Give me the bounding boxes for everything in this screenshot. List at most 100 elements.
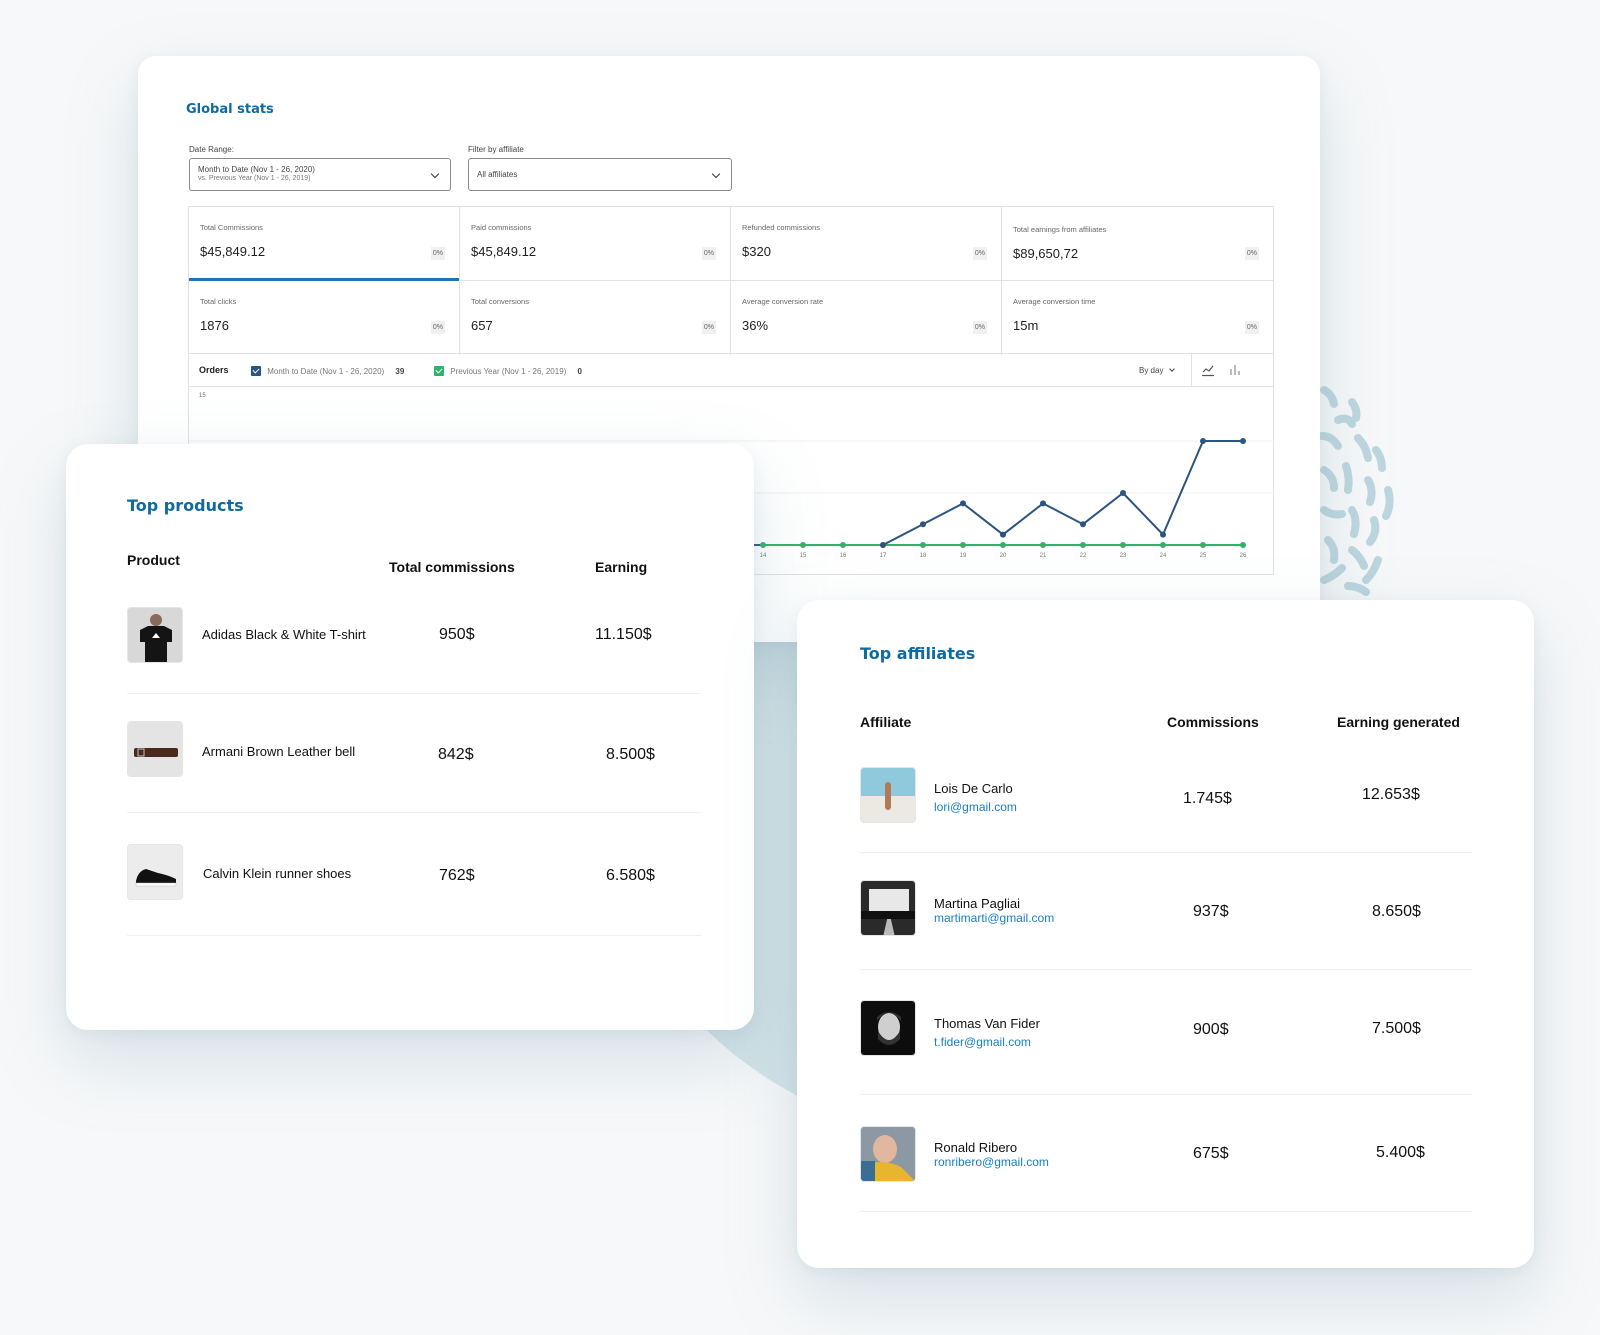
chevron-down-icon xyxy=(711,169,721,179)
stat-total-earnings[interactable]: Total earnings from affiliates $89,650,7… xyxy=(1002,207,1273,281)
avatar xyxy=(860,1000,916,1056)
svg-text:17: 17 xyxy=(880,553,887,559)
stat-label: Total clicks xyxy=(200,297,237,306)
column-header-commissions: Commissions xyxy=(1167,714,1259,730)
stat-label: Paid commissions xyxy=(471,223,532,232)
top-products-card: Top products Product Total commissions E… xyxy=(66,444,754,1030)
product-earning: 11.150$ xyxy=(595,626,652,643)
series2-total: 0 xyxy=(577,367,582,376)
product-name: Calvin Klein runner shoes xyxy=(203,866,352,881)
svg-text:20: 20 xyxy=(1000,553,1007,559)
stats-grid: Total Commissions $45,849.12 0% Paid com… xyxy=(188,206,1274,355)
stat-change-badge: 0% xyxy=(430,321,445,334)
affiliate-name: Martina Pagliai xyxy=(934,896,1020,911)
line-chart-icon[interactable] xyxy=(1201,363,1215,377)
legend-series2[interactable]: Previous Year (Nov 1 - 26, 2019) 0 xyxy=(434,366,582,376)
row-divider xyxy=(860,852,1472,853)
chart-header: Orders Month to Date (Nov 1 - 26, 2020) … xyxy=(188,354,1274,387)
product-thumbnail-tshirt xyxy=(127,607,183,663)
stat-refunded-commissions[interactable]: Refunded commissions $320 0% xyxy=(731,207,1002,281)
product-earning: 8.500$ xyxy=(606,746,655,763)
stat-total-conversions[interactable]: Total conversions 657 0% xyxy=(460,281,731,355)
affiliate-name: Thomas Van Fider xyxy=(934,1016,1040,1031)
decorative-pattern xyxy=(1318,386,1394,596)
column-header-earning: Earning xyxy=(595,559,648,575)
legend-series1[interactable]: Month to Date (Nov 1 - 26, 2020) 39 xyxy=(251,366,404,376)
affiliate-email-link[interactable]: ronribero@gmail.com xyxy=(934,1155,1049,1169)
row-divider xyxy=(860,1211,1472,1212)
product-commissions: 842$ xyxy=(438,746,474,763)
affiliate-earning: 7.500$ xyxy=(1372,1020,1421,1037)
checkbox-checked-icon[interactable] xyxy=(434,366,444,376)
product-name: Adidas Black & White T-shirt xyxy=(202,627,366,642)
svg-text:25: 25 xyxy=(1200,553,1207,559)
stat-change-badge: 0% xyxy=(972,321,987,334)
stat-value: $89,650,72 xyxy=(1013,246,1079,261)
row-divider xyxy=(127,935,701,936)
svg-text:23: 23 xyxy=(1120,553,1127,559)
svg-text:24: 24 xyxy=(1160,553,1167,559)
affiliate-filter-select[interactable]: All affiliates xyxy=(468,158,732,191)
date-range-compare: vs. Previous Year (Nov 1 - 26, 2019) xyxy=(198,175,311,182)
stat-value: 657 xyxy=(471,318,493,333)
checkbox-checked-icon[interactable] xyxy=(251,366,261,376)
stat-label: Total earnings from affiliates xyxy=(1013,225,1107,234)
affiliate-earning: 5.400$ xyxy=(1376,1144,1425,1161)
affiliate-email-link[interactable]: t.fider@gmail.com xyxy=(934,1035,1031,1049)
column-header-affiliate: Affiliate xyxy=(860,714,912,730)
date-range-select[interactable]: Month to Date (Nov 1 - 26, 2020) vs. Pre… xyxy=(189,158,451,191)
bar-chart-icon[interactable] xyxy=(1227,363,1241,377)
avatar xyxy=(860,767,916,823)
product-thumbnail-belt xyxy=(127,721,183,777)
svg-text:14: 14 xyxy=(760,553,767,559)
row-divider xyxy=(127,693,701,694)
top-products-title: Top products xyxy=(127,496,244,515)
product-name: Armani Brown Leather bell xyxy=(202,744,356,759)
avatar xyxy=(860,880,916,936)
svg-text:22: 22 xyxy=(1080,553,1087,559)
stat-total-clicks[interactable]: Total clicks 1876 0% xyxy=(189,281,460,355)
product-thumbnail-shoe xyxy=(127,844,183,900)
stat-total-commissions[interactable]: Total Commissions $45,849.12 0% xyxy=(189,207,460,281)
stat-value: $320 xyxy=(742,244,771,259)
affiliate-commissions: 937$ xyxy=(1193,903,1229,920)
column-header-product: Product xyxy=(127,552,180,568)
affiliate-email-link[interactable]: lori@gmail.com xyxy=(934,800,1017,814)
affiliate-commissions: 675$ xyxy=(1193,1145,1229,1162)
date-range-value: Month to Date (Nov 1 - 26, 2020) xyxy=(198,165,315,174)
affiliate-commissions: 1.745$ xyxy=(1183,790,1232,807)
svg-text:19: 19 xyxy=(960,553,967,559)
row-divider xyxy=(127,812,701,813)
stat-paid-commissions[interactable]: Paid commissions $45,849.12 0% xyxy=(460,207,731,281)
column-header-total-commissions: Total commissions xyxy=(389,559,515,575)
top-affiliates-title: Top affiliates xyxy=(860,644,976,663)
svg-text:21: 21 xyxy=(1040,553,1047,559)
affiliate-filter-label: Filter by affiliate xyxy=(468,145,524,154)
interval-select[interactable]: By day xyxy=(1139,366,1175,375)
affiliate-email-link[interactable]: martimarti@gmail.com xyxy=(934,911,1055,925)
stat-average-conversion-time[interactable]: Average conversion time 15m 0% xyxy=(1002,281,1273,355)
stat-label: Average conversion rate xyxy=(742,297,824,306)
stat-change-badge: 0% xyxy=(1244,247,1259,260)
stat-value: 15m xyxy=(1013,318,1039,333)
top-affiliates-card: Top affiliates Affiliate Commissions Ear… xyxy=(797,600,1534,1268)
row-divider xyxy=(860,969,1472,970)
stat-change-badge: 0% xyxy=(701,321,716,334)
svg-text:15: 15 xyxy=(199,393,206,399)
affiliate-name: Lois De Carlo xyxy=(934,781,1013,796)
affiliate-earning: 8.650$ xyxy=(1372,903,1421,920)
chart-title: Orders xyxy=(199,365,229,375)
stat-value: $45,849.12 xyxy=(471,244,537,259)
stat-label: Average conversion time xyxy=(1013,297,1096,306)
series1-total: 39 xyxy=(395,367,405,376)
divider xyxy=(1191,354,1192,386)
date-range-label: Date Range: xyxy=(189,145,234,154)
stat-label: Total Commissions xyxy=(200,223,263,232)
affiliate-earning: 12.653$ xyxy=(1362,786,1420,803)
stat-change-badge: 0% xyxy=(701,247,716,260)
row-divider xyxy=(860,1094,1472,1095)
affiliate-name: Ronald Ribero xyxy=(934,1140,1018,1155)
product-earning: 6.580$ xyxy=(606,867,655,884)
svg-text:16: 16 xyxy=(840,553,847,559)
stat-average-conversion-rate[interactable]: Average conversion rate 36% 0% xyxy=(731,281,1002,355)
